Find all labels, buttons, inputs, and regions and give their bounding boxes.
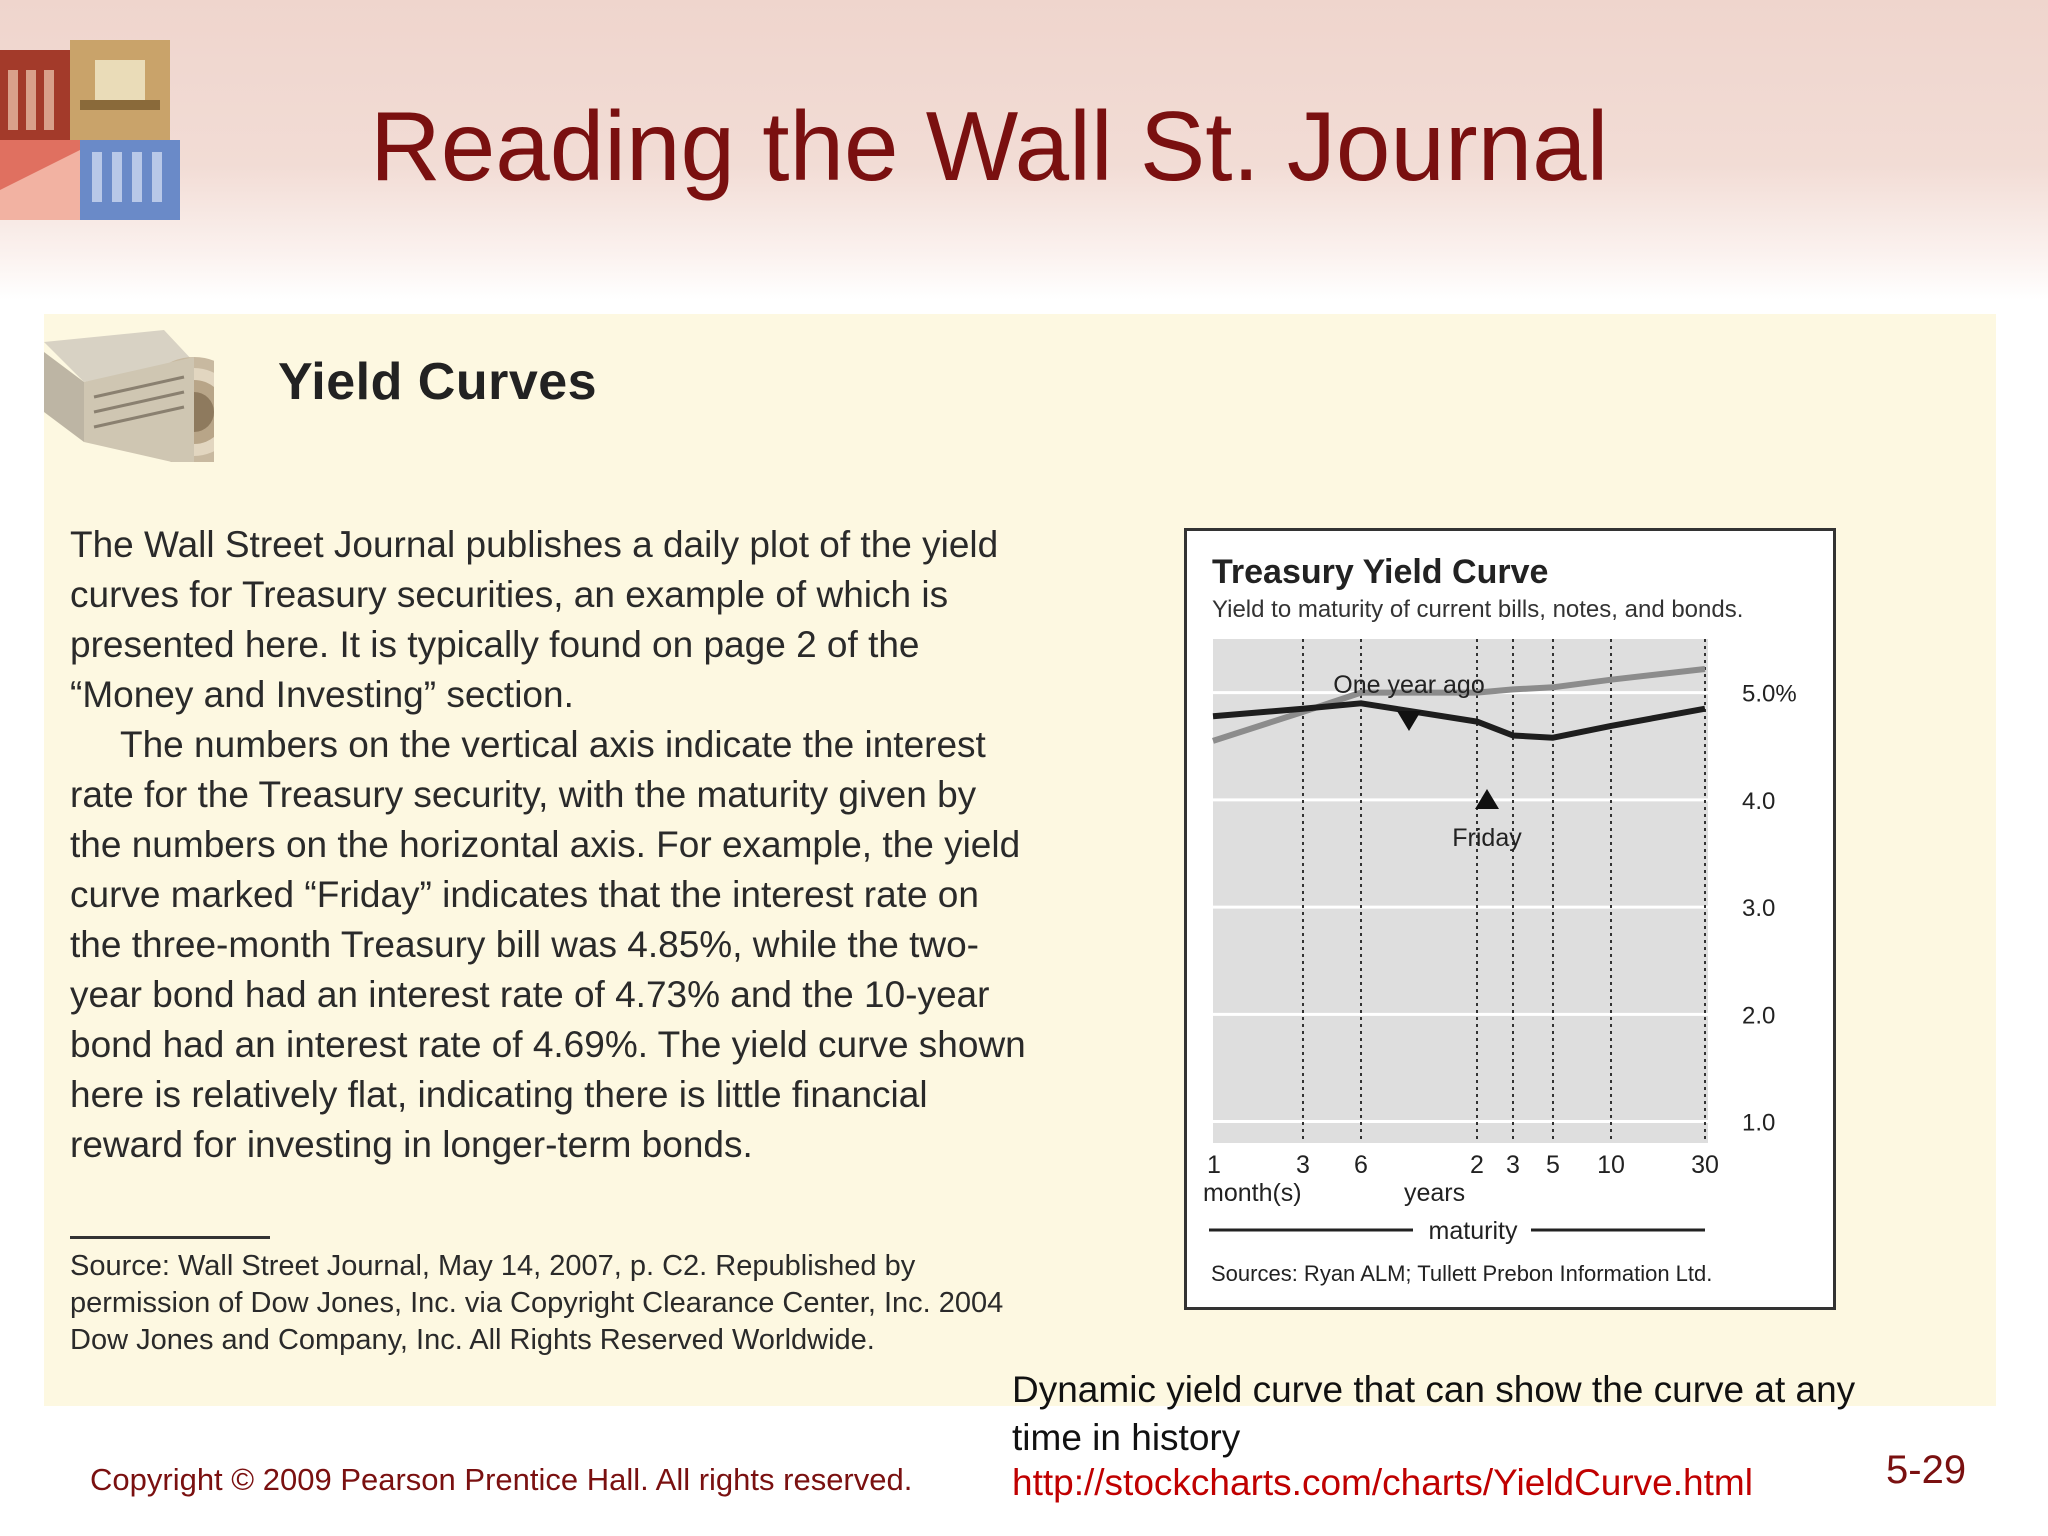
x-tick-label: 3	[1506, 1151, 1520, 1179]
body-text: The Wall Street Journal publishes a dail…	[70, 520, 1030, 1170]
slide-title: Reading the Wall St. Journal	[370, 91, 1609, 201]
x-tick-labels: 1 3 6 2 3 5 10 30	[1207, 1151, 1719, 1179]
x-tick-label: 10	[1597, 1151, 1625, 1179]
stockcharts-link[interactable]: http://stockcharts.com/charts/YieldCurve…	[1012, 1462, 1753, 1503]
arrow-down-icon	[1397, 711, 1421, 731]
chart-subtitle: Yield to maturity of current bills, note…	[1212, 596, 1743, 623]
x-tick-label: 2	[1470, 1151, 1484, 1179]
source-text: Source: Wall Street Journal, May 14, 200…	[70, 1250, 1004, 1356]
copyright-text: Copyright © 2009 Pearson Prentice Hall. …	[90, 1462, 913, 1497]
x-tick-label: 30	[1691, 1151, 1719, 1179]
source-divider	[70, 1236, 270, 1239]
y-tick-label: 2.0	[1742, 1002, 1775, 1029]
chart-svg: Treasury Yield Curve Yield to maturity o…	[1203, 553, 1797, 1286]
x-tick-label: 3	[1296, 1151, 1310, 1179]
y-tick-label: 3.0	[1742, 895, 1775, 922]
series-label-one-year-ago: One year ago	[1333, 671, 1485, 699]
newspaper-icon	[44, 322, 249, 467]
slide-header: Reading the Wall St. Journal	[0, 0, 2048, 300]
paragraph-1: The Wall Street Journal publishes a dail…	[70, 524, 999, 715]
treasury-yield-chart: Treasury Yield Curve Yield to maturity o…	[1184, 528, 1836, 1310]
x-tick-label: 5	[1546, 1151, 1560, 1179]
y-tick-label: 5.0%	[1742, 681, 1797, 708]
building-collage-icon	[0, 40, 180, 220]
x-unit-years: years	[1404, 1179, 1465, 1207]
series-line-friday	[1212, 700, 1706, 741]
y-tick-label: 4.0	[1742, 788, 1775, 815]
horizontal-grid	[1213, 691, 1708, 1124]
series-label-friday: Friday	[1452, 824, 1522, 852]
note-text: Dynamic yield curve that can show the cu…	[1012, 1369, 1856, 1458]
x-tick-label: 6	[1354, 1151, 1368, 1179]
paragraph-2: The numbers on the vertical axis indicat…	[70, 724, 1026, 1165]
y-tick-labels: 5.0% 4.0 3.0 2.0 1.0	[1742, 681, 1797, 1137]
x-tick-label: 1	[1207, 1151, 1221, 1179]
y-tick-label: 1.0	[1742, 1110, 1775, 1137]
x-unit-months: month(s)	[1203, 1179, 1302, 1207]
slide-number: 5-29	[1886, 1448, 1967, 1492]
x-axis-label: maturity	[1429, 1217, 1518, 1245]
box-heading: Yield Curves	[278, 353, 598, 411]
chart-title: Treasury Yield Curve	[1212, 553, 1548, 591]
arrow-up-icon	[1475, 789, 1499, 809]
chart-sources: Sources: Ryan ALM; Tullett Prebon Inform…	[1211, 1261, 1712, 1286]
